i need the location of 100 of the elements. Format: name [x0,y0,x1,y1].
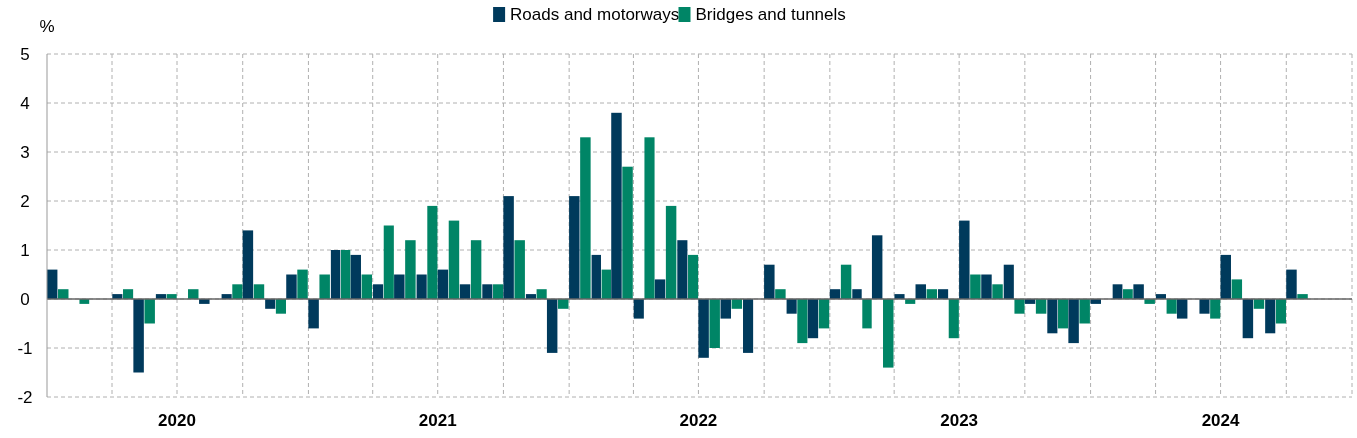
bar [1068,299,1079,344]
bar [633,299,644,319]
bar [1199,299,1210,314]
bar [698,299,709,358]
bar [743,299,754,353]
bar [840,264,852,299]
bar [437,269,449,299]
bar [394,274,405,299]
bar [862,299,872,329]
bar [133,299,144,373]
bar [123,289,134,299]
bar [1242,299,1254,339]
y-tick-label: -2 [17,387,33,407]
bar [1123,289,1133,299]
bar [1166,299,1177,314]
y-axis-title: % [39,17,55,36]
bar [688,254,699,299]
bar [1231,279,1243,299]
bar [144,299,155,324]
bar [938,289,949,299]
x-tick-label: 2024 [1201,411,1241,430]
bar [871,235,883,299]
bar [1058,299,1069,329]
bar [232,284,243,299]
bar [622,166,633,299]
bar [775,289,786,299]
bar [1079,299,1090,324]
bar [1275,299,1286,324]
bar [340,250,351,299]
bar [242,230,254,299]
bar [253,284,265,299]
bar [948,299,959,339]
bar [580,137,591,299]
bar [275,299,286,314]
bar [1014,299,1025,314]
bar [786,299,797,314]
bar [720,299,731,319]
bar [493,284,504,299]
bar [709,299,720,348]
bar [677,240,688,299]
x-tick-label: 2020 [158,411,196,430]
y-tick-label: 3 [20,142,30,162]
bar [981,274,992,299]
bar [915,284,926,299]
y-tick-label: 5 [20,44,30,64]
bar [383,225,394,299]
y-tick-label: 1 [20,240,30,260]
bar [1176,299,1188,319]
bar [644,137,655,299]
bar [1133,284,1144,299]
y-tick-label: 4 [20,93,30,113]
bar [297,269,308,299]
bar [818,299,830,329]
legend-label: Bridges and tunnels [695,5,846,24]
bar [1047,299,1058,334]
x-tick-label: 2021 [418,411,457,430]
bar [654,279,666,299]
bar [448,220,460,299]
bar [1286,269,1297,299]
x-tick-label: 2022 [679,411,718,430]
bar [319,274,330,299]
bar [265,299,276,309]
bar [665,205,677,299]
bar [601,269,611,299]
bar [286,274,297,299]
bar [470,240,482,299]
bar [1003,264,1014,299]
bar [405,240,416,299]
y-tick-label: 2 [20,191,30,211]
bar [427,205,438,299]
legend-label: Roads and motorways [510,5,680,24]
bar [482,284,493,299]
bar [970,274,981,299]
bar [416,274,427,299]
bar [514,240,525,299]
bar [536,289,547,299]
bar [1035,299,1047,314]
y-tick-label: 0 [20,289,30,309]
x-tick-label: 2023 [940,411,979,430]
bar [330,250,341,299]
bar [546,299,558,353]
bar [591,254,601,299]
bar [503,196,514,299]
bar [611,112,622,299]
bar [959,220,970,299]
bar [852,289,862,299]
bar [807,299,819,339]
bar [764,264,775,299]
bar [1265,299,1276,334]
bar [992,284,1003,299]
y-tick-label: -1 [17,338,33,358]
bar [569,196,580,299]
bar [373,284,384,299]
bar [1220,254,1231,299]
bar [308,299,319,329]
bar [1210,299,1221,319]
bar [459,284,471,299]
bar [883,299,894,368]
bar [350,254,361,299]
bar [797,299,808,344]
